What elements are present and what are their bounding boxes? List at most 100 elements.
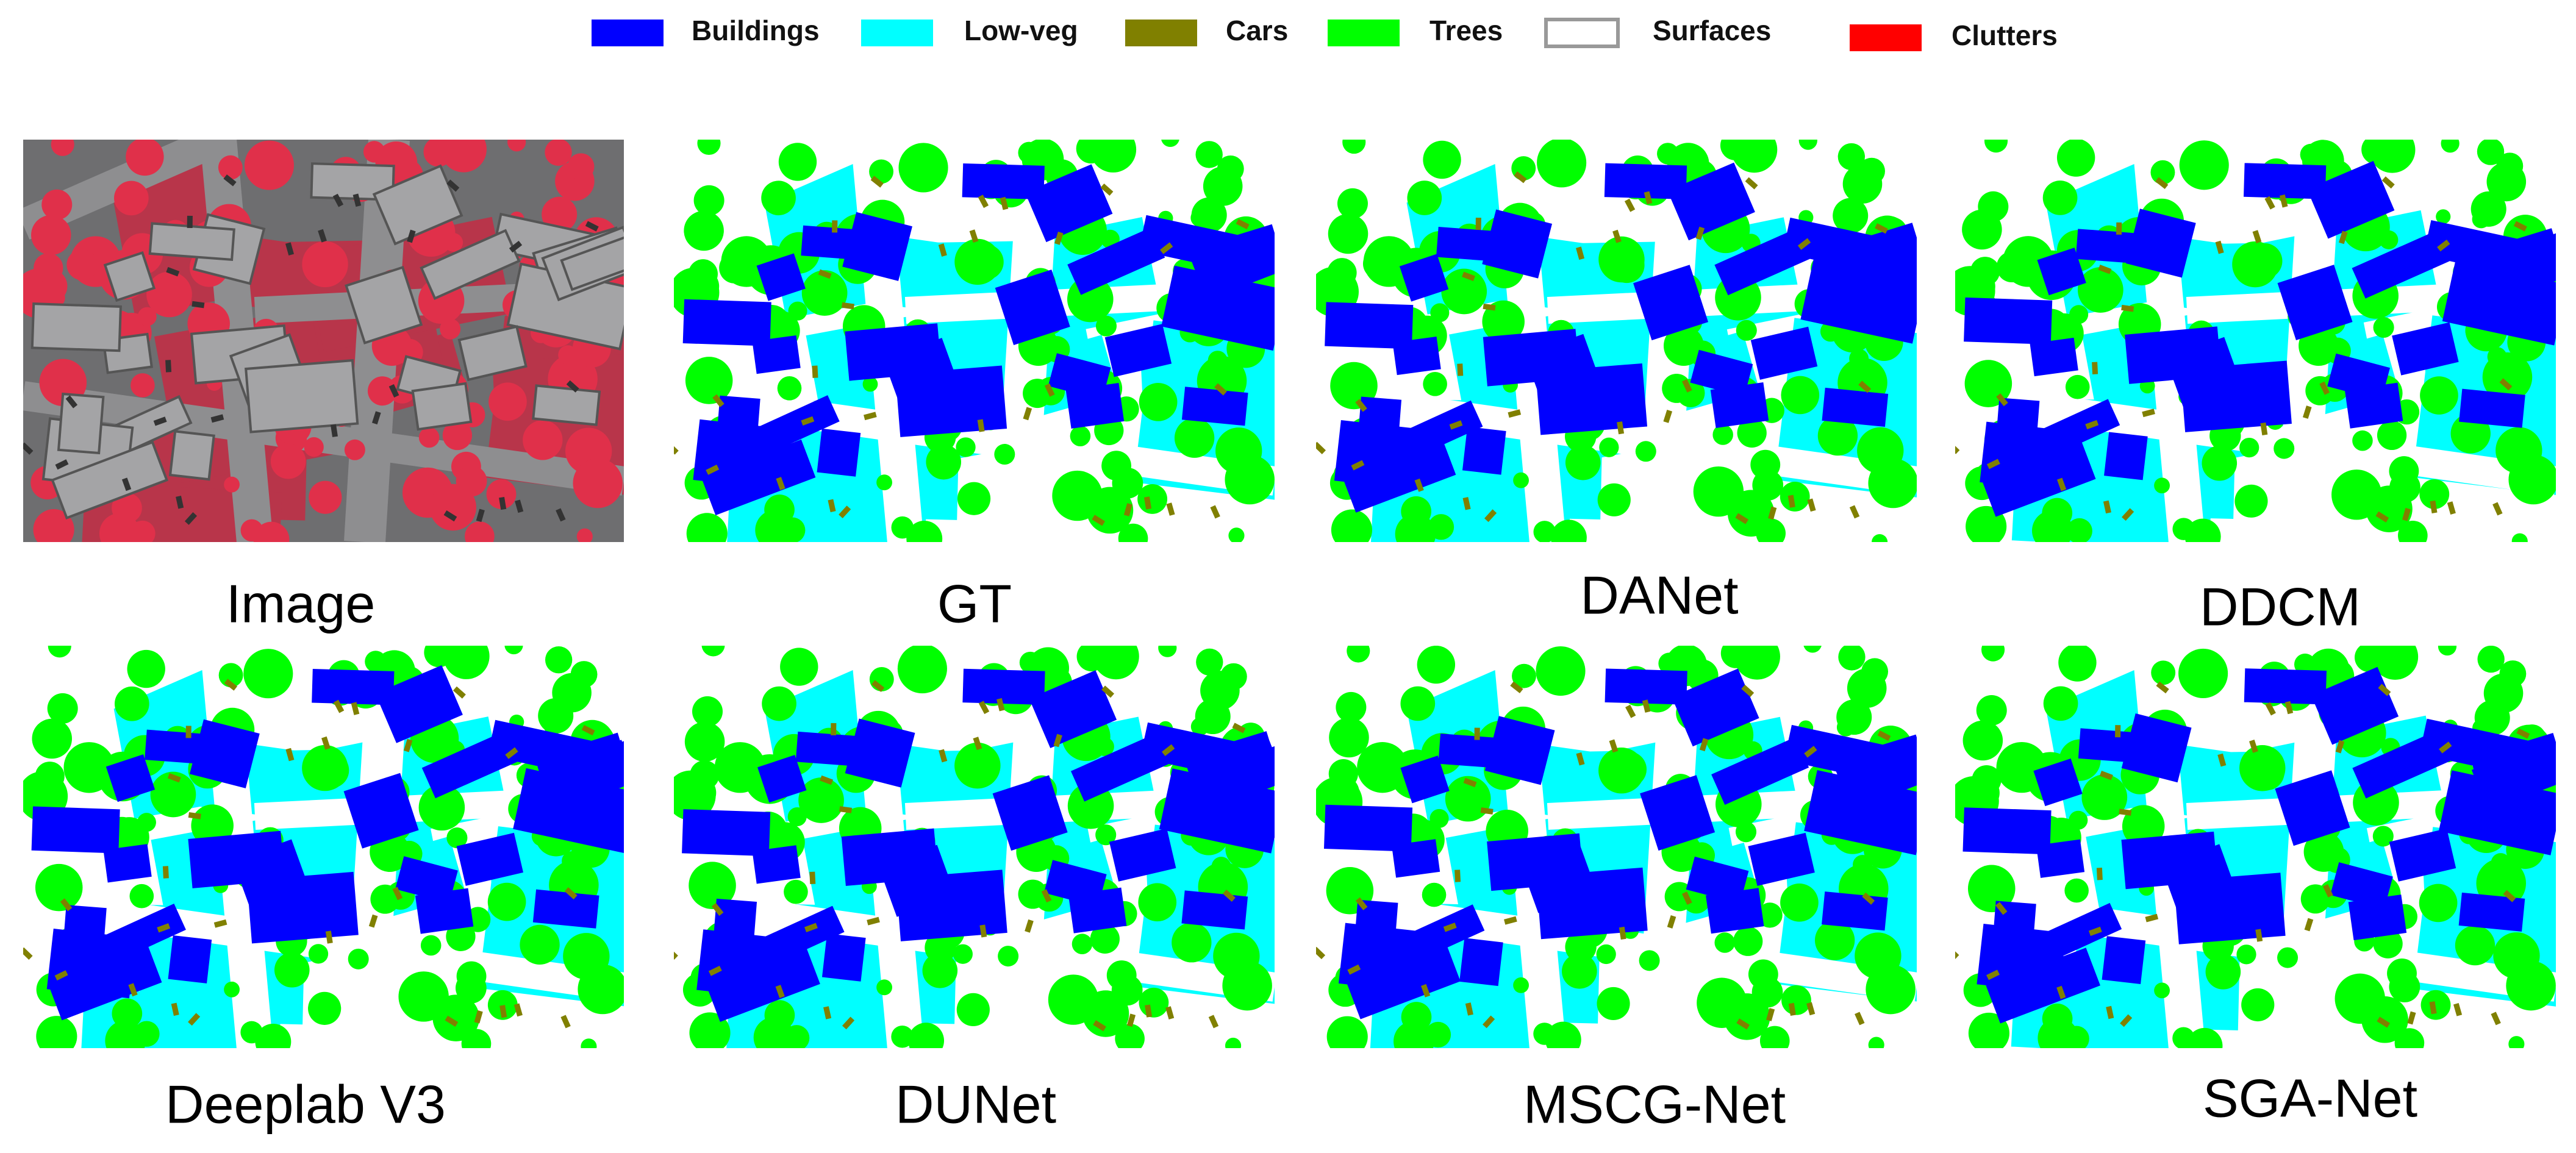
tree-region bbox=[1537, 140, 1587, 188]
tree-region bbox=[2056, 140, 2095, 177]
building-region bbox=[2344, 382, 2403, 429]
car bbox=[285, 242, 295, 256]
tree-region bbox=[1861, 658, 1889, 685]
car bbox=[121, 477, 132, 491]
tree-region bbox=[32, 718, 73, 759]
tree-region bbox=[906, 521, 943, 542]
tree-region bbox=[156, 783, 176, 803]
car-region bbox=[2120, 1014, 2133, 1027]
tree-region bbox=[2477, 140, 2505, 165]
building-region bbox=[715, 395, 760, 455]
tree-region bbox=[891, 1025, 914, 1048]
tree-region bbox=[1962, 720, 2003, 761]
car-region bbox=[505, 747, 518, 759]
building-region bbox=[2174, 873, 2286, 944]
tree-region bbox=[2355, 646, 2385, 673]
car-region bbox=[1667, 915, 1676, 929]
tree-region bbox=[1430, 303, 1450, 323]
tree-region bbox=[2236, 944, 2256, 965]
car-region bbox=[1465, 1002, 1473, 1016]
car-region bbox=[1625, 704, 1636, 718]
car-region bbox=[1414, 478, 1424, 492]
tree-region bbox=[2205, 954, 2241, 990]
panel bbox=[23, 646, 624, 1048]
tree-region bbox=[48, 646, 71, 658]
car-region bbox=[832, 220, 838, 233]
tree-region bbox=[1712, 424, 1733, 445]
legend-label: Clutters bbox=[1952, 20, 2058, 51]
tree-region bbox=[1838, 646, 1866, 671]
car-region bbox=[2322, 883, 2333, 898]
car-region bbox=[1355, 897, 1368, 910]
tree-region bbox=[1976, 694, 2007, 726]
tree-region bbox=[1858, 157, 1885, 185]
tree-region bbox=[1780, 481, 1810, 512]
car bbox=[331, 424, 338, 437]
building-region bbox=[375, 665, 463, 743]
car-region bbox=[2092, 362, 2098, 374]
car-region bbox=[1576, 752, 1585, 766]
building-region bbox=[1436, 227, 1521, 263]
tree-region bbox=[2487, 347, 2507, 367]
tree-region bbox=[2398, 520, 2428, 542]
car-region bbox=[801, 416, 815, 426]
car-region bbox=[1797, 238, 1811, 250]
tree-region bbox=[2184, 518, 2221, 542]
building-region bbox=[1995, 398, 2040, 457]
car-region bbox=[2215, 240, 2224, 254]
car-region bbox=[2499, 378, 2513, 391]
building-region bbox=[456, 832, 524, 886]
tree-region bbox=[808, 277, 828, 298]
building-region bbox=[1400, 755, 1450, 804]
tree-region bbox=[2234, 484, 2268, 518]
building-region bbox=[895, 869, 1007, 941]
building-region bbox=[1353, 899, 1398, 959]
car-region bbox=[2106, 1005, 2114, 1019]
tree-region bbox=[2472, 210, 2491, 229]
car-region bbox=[1995, 902, 2008, 915]
tree-region bbox=[543, 716, 562, 735]
tree-region bbox=[1158, 646, 1177, 657]
tree-region bbox=[1328, 759, 1358, 789]
rooftop bbox=[457, 325, 528, 382]
car-region bbox=[1166, 502, 1175, 516]
car-region bbox=[818, 269, 832, 279]
car-region bbox=[1462, 271, 1475, 282]
building-region bbox=[2078, 728, 2163, 765]
car-region bbox=[1736, 1018, 1750, 1030]
building-region bbox=[821, 933, 866, 982]
tree-region bbox=[570, 661, 598, 688]
tree-region bbox=[1347, 646, 1370, 663]
tree-region bbox=[2122, 805, 2165, 848]
tree-region bbox=[1639, 950, 1660, 971]
legend-swatch bbox=[1125, 20, 1197, 46]
tree-region bbox=[1996, 755, 2027, 787]
car-region bbox=[333, 699, 345, 713]
tree-region bbox=[1326, 1016, 1368, 1048]
building-region bbox=[757, 755, 807, 803]
building-region bbox=[2490, 237, 2556, 291]
car-region bbox=[2378, 684, 2391, 696]
tree-canopy bbox=[66, 249, 98, 280]
building-region bbox=[2033, 758, 2083, 807]
car bbox=[55, 459, 69, 470]
tree-region bbox=[1139, 987, 1169, 1018]
car-region bbox=[325, 930, 333, 944]
building-region bbox=[312, 669, 395, 705]
building-region bbox=[2489, 741, 2556, 794]
tree-region bbox=[302, 744, 348, 791]
car bbox=[318, 229, 327, 243]
car-region bbox=[560, 1015, 571, 1029]
tree-region bbox=[1090, 924, 1120, 954]
panel bbox=[1955, 646, 2556, 1048]
car-region bbox=[674, 442, 679, 455]
tree-region bbox=[1138, 883, 1177, 922]
building-region bbox=[2352, 230, 2450, 299]
panel-caption: Deeplab V3 bbox=[165, 1074, 446, 1134]
car-region bbox=[1165, 1006, 1175, 1019]
tree-canopy bbox=[304, 437, 324, 457]
building-region bbox=[962, 668, 1045, 705]
panel bbox=[1955, 140, 2556, 542]
car-region bbox=[1766, 1008, 1775, 1021]
car-region bbox=[867, 916, 880, 926]
